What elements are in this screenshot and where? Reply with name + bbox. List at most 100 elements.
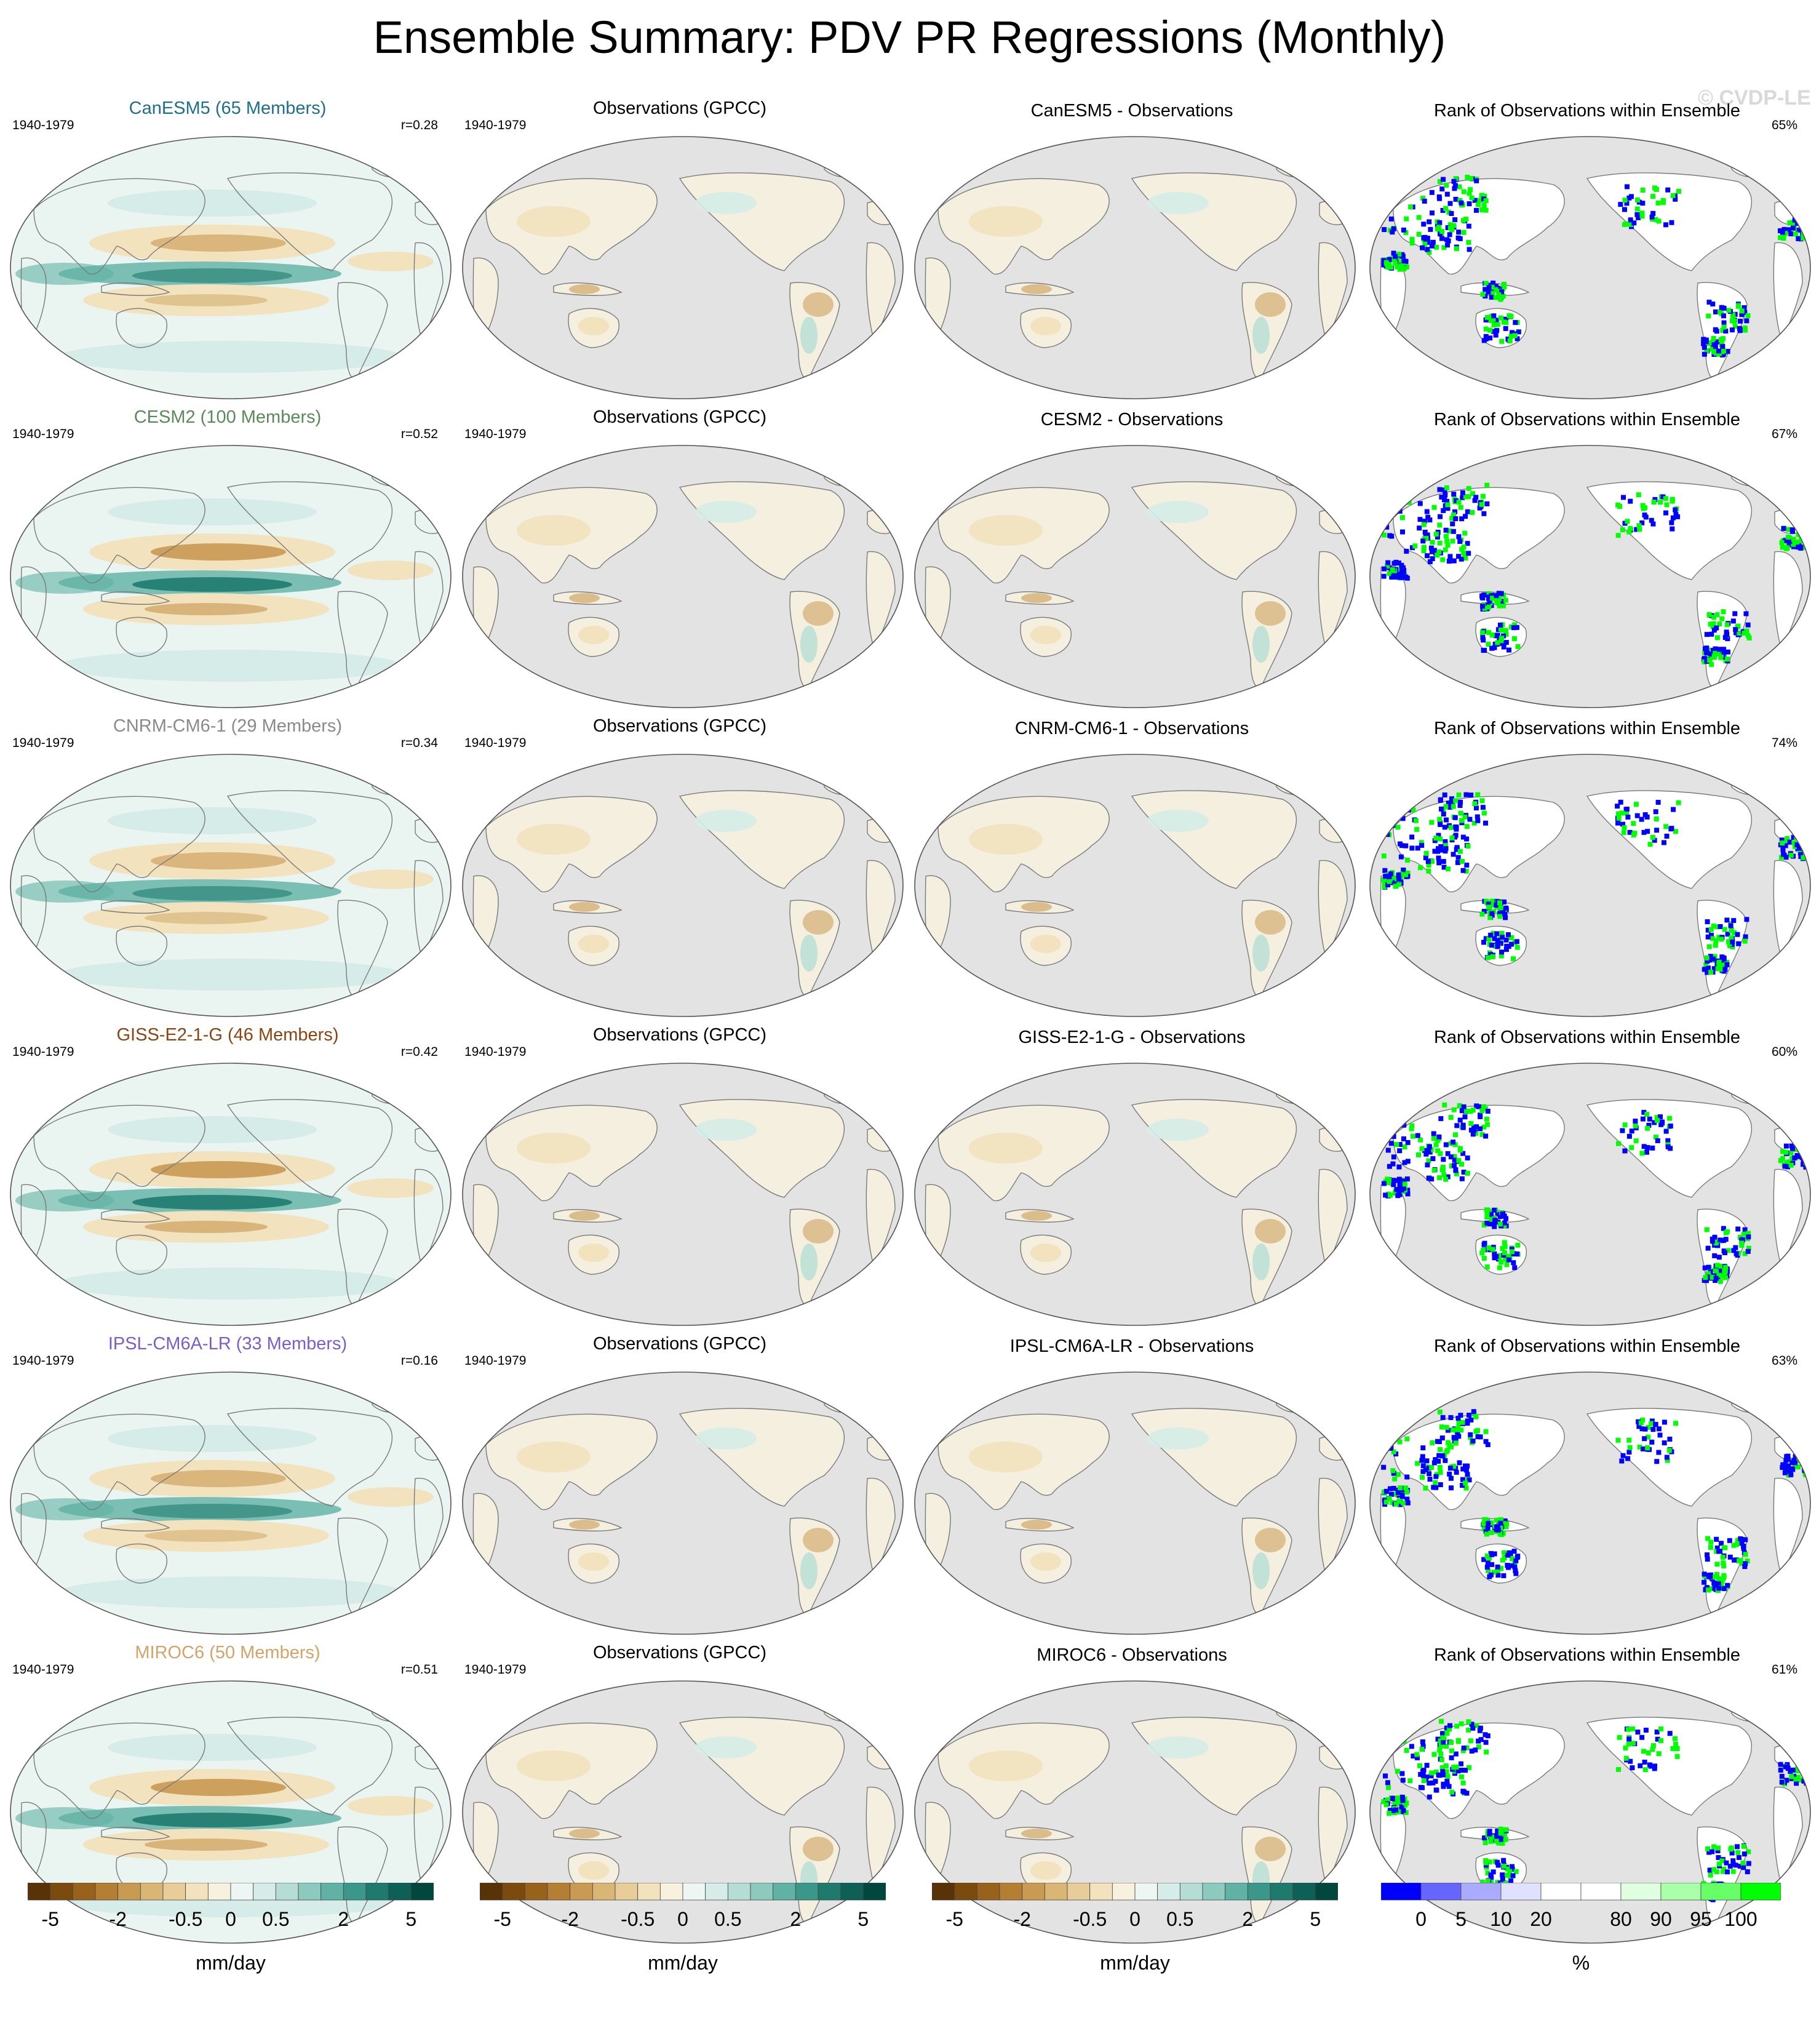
colorbar-tick-label: -2 [561, 1908, 578, 1930]
world-map [914, 1063, 1356, 1326]
colorbar-tick-label: 5 [1310, 1908, 1321, 1930]
panel-title: IPSL-CM6A-LR - Observations [1009, 1336, 1254, 1356]
colorbar-tick-label: 5 [405, 1908, 416, 1930]
colorbar-swatch [140, 1883, 164, 1901]
colorbar-tick-label: 80 [1610, 1908, 1632, 1930]
colorbar-diff-label: mm/day [1100, 1952, 1170, 1974]
colorbar-tick-label: 0 [1415, 1908, 1427, 1930]
colorbar-swatch [1620, 1883, 1662, 1901]
main-title: Ensemble Summary: PDV PR Regressions (Mo… [373, 12, 1446, 63]
panel-row: CNRM-CM6-1 (29 Members) 1940-1979 r=0.34 Ob… [0, 716, 1819, 1024]
rank-panel: Rank of Observations within Ensemble 60% [1359, 1025, 1815, 1333]
panel-title: Observations (GPCC) [592, 98, 766, 118]
colorbar-swatch [185, 1883, 209, 1901]
colorbar-swatch [862, 1883, 886, 1901]
colorbar-swatch [1292, 1883, 1316, 1901]
diff-panel: CNRM-CM6-1 - Observations [904, 716, 1359, 1024]
obs-panel: Observations (GPCC) 1940-1979 [452, 1025, 907, 1333]
model-panel: GISS-E2-1-G (46 Members) 1940-1979 r=0.42 [0, 1025, 455, 1333]
period-label: 1940-1979 [12, 427, 74, 441]
panel-title: GISS-E2-1-G - Observations [1018, 1028, 1246, 1047]
colorbar-swatch [547, 1883, 571, 1901]
panel-title: CNRM-CM6-1 - Observations [1014, 719, 1249, 738]
colorbar-swatch [1500, 1883, 1542, 1901]
colorbar-swatch [705, 1883, 728, 1901]
world-map [10, 136, 452, 399]
colorbar-swatch [1112, 1883, 1136, 1901]
colorbar-tick-label: 0.5 [714, 1908, 741, 1930]
panel-title: Rank of Observations within Ensemble [1433, 719, 1741, 738]
colorbar-swatch [1179, 1883, 1203, 1901]
colorbar-diff: -5 -2 -0.5 0 0.5 2 5 mm/day [932, 1883, 1387, 2006]
period-label: 1940-1979 [12, 1663, 74, 1677]
colorbar-tick-label: -0.5 [169, 1908, 202, 1930]
pattern-correlation: r=0.42 [400, 1045, 438, 1059]
panel-row: IPSL-CM6A-LR (33 Members) 1940-1979 r=0.16… [0, 1334, 1819, 1642]
obs-panel: Observations (GPCC) 1940-1979 [452, 407, 907, 715]
colorbar-tick-label: -5 [41, 1908, 58, 1930]
panel-row: GISS-E2-1-G (46 Members) 1940-1979 r=0.42 O… [0, 1025, 1819, 1333]
colorbar-swatch [1157, 1883, 1180, 1901]
world-map [914, 1371, 1356, 1635]
world-map [462, 1063, 904, 1326]
panel-title: Rank of Observations within Ensemble [1433, 1336, 1741, 1356]
panel-title: IPSL-CM6A-LR (33 Members) [108, 1334, 348, 1354]
period-label: 1940-1979 [464, 1354, 527, 1368]
colorbar-swatch [954, 1883, 977, 1901]
rank-percent: 65% [1771, 118, 1797, 132]
colorbar-swatch [1225, 1883, 1248, 1901]
colorbar-tick-label: 0.5 [1166, 1908, 1193, 1930]
pattern-correlation: r=0.52 [400, 427, 438, 441]
world-map [462, 1371, 904, 1635]
world-map [462, 445, 904, 708]
world-map [1369, 136, 1811, 399]
colorbar-swatch [410, 1883, 434, 1901]
rank-panel: Rank of Observations within Ensemble 65% [1359, 98, 1815, 406]
colorbar-swatch [1270, 1883, 1294, 1901]
colorbar-swatch [592, 1883, 616, 1901]
colorbar-tick-label: -5 [493, 1908, 511, 1930]
colorbar-swatch [750, 1883, 774, 1901]
colorbar-swatch [1460, 1883, 1502, 1901]
colorbar-swatch [298, 1883, 322, 1901]
world-map [462, 136, 904, 399]
colorbar-tick-label: 100 [1724, 1908, 1757, 1930]
colorbar-swatch [1420, 1883, 1462, 1901]
colorbar-swatch [524, 1883, 548, 1901]
period-label: 1940-1979 [12, 736, 74, 750]
panel-title: CNRM-CM6-1 (29 Members) [113, 716, 343, 736]
colorbar-swatch [1381, 1883, 1422, 1901]
colorbar-swatch [818, 1883, 842, 1901]
colorbar-swatch [1315, 1883, 1338, 1901]
period-label: 1940-1979 [464, 118, 527, 132]
rank-percent: 63% [1771, 1354, 1797, 1368]
colorbar-tick-label: 0.5 [262, 1908, 289, 1930]
colorbar-swatch [615, 1883, 639, 1901]
colorbar-swatch [932, 1883, 955, 1901]
colorbar-tick-label: 2 [790, 1908, 801, 1930]
colorbar-swatch [570, 1883, 593, 1901]
colorbar-tick-label: 5 [1455, 1908, 1467, 1930]
panel-title: CESM2 - Observations [1040, 410, 1224, 429]
period-label: 1940-1979 [464, 427, 527, 441]
colorbar-swatch [1202, 1883, 1226, 1901]
obs-panel: Observations (GPCC) 1940-1979 [452, 98, 907, 406]
diff-panel: CanESM5 - Observations [904, 98, 1359, 406]
pattern-correlation: r=0.16 [400, 1354, 438, 1368]
colorbar-obs: -5 -2 -0.5 0 0.5 2 5 mm/day [480, 1883, 935, 2006]
panel-title: Observations (GPCC) [592, 716, 766, 736]
pattern-correlation: r=0.34 [400, 736, 438, 750]
colorbar-tick-label: -5 [945, 1908, 963, 1930]
colorbar-swatch [162, 1883, 186, 1901]
colorbar-tick-label: 10 [1490, 1908, 1512, 1930]
colorbar-tick-label: 0 [1129, 1908, 1140, 1930]
panel-title: Observations (GPCC) [592, 1643, 766, 1663]
colorbar-swatch [1134, 1883, 1158, 1901]
panel-title: Rank of Observations within Ensemble [1433, 1645, 1741, 1665]
world-map [914, 445, 1356, 708]
period-label: 1940-1979 [464, 736, 527, 750]
colorbar-tick-label: -2 [1013, 1908, 1030, 1930]
colorbar-swatch [1089, 1883, 1113, 1901]
world-map [462, 754, 904, 1017]
colorbar-tick-label: 0 [225, 1908, 236, 1930]
